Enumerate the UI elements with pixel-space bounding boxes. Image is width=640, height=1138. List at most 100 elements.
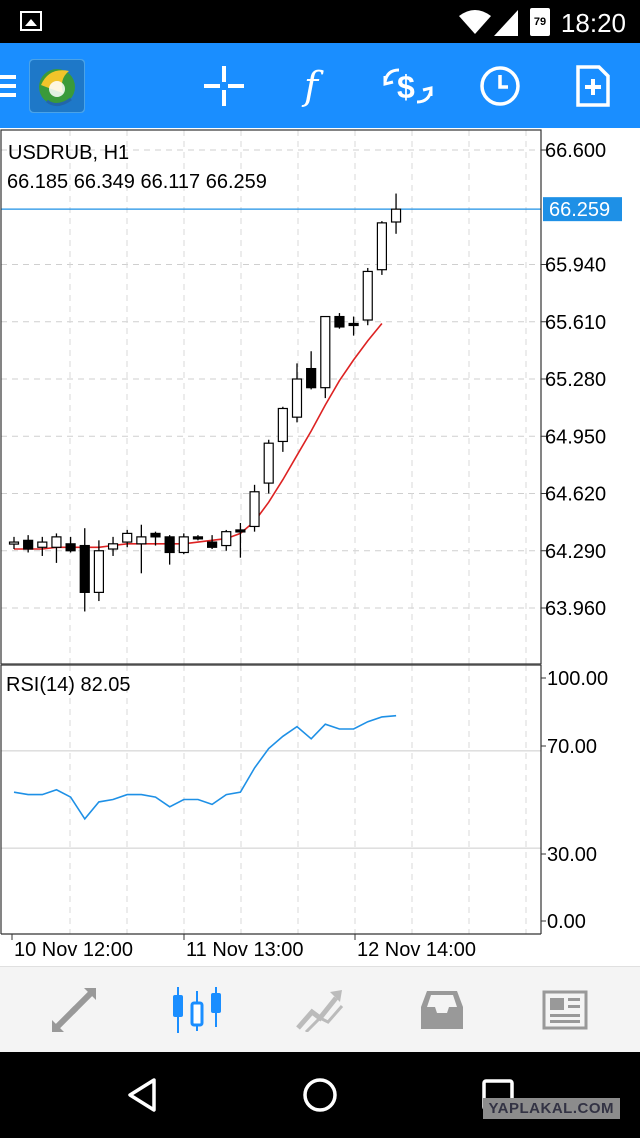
news-tab[interactable]: [525, 967, 605, 1053]
metatrader-logo-icon: [29, 58, 85, 113]
svg-text:f: f: [301, 65, 324, 107]
add-document-icon: [576, 64, 610, 107]
candle: [376, 221, 387, 275]
candle: [249, 484, 260, 532]
candle-body: [235, 529, 246, 533]
quotes-tab[interactable]: [35, 967, 115, 1053]
price-tick-label: 66.600: [545, 140, 606, 162]
candle-body: [249, 491, 260, 528]
indicators-button[interactable]: f: [281, 43, 351, 128]
candle-body: [207, 541, 218, 548]
history-tab[interactable]: [402, 967, 482, 1053]
candle-body: [178, 536, 189, 554]
candle-body: [362, 270, 373, 321]
back-button[interactable]: [97, 1052, 187, 1138]
home-button[interactable]: [275, 1052, 365, 1138]
new-order-button[interactable]: [558, 43, 628, 128]
chart-tab[interactable]: [157, 967, 237, 1053]
rsi-tick-label: 0.00: [547, 911, 586, 933]
battery-icon: 79: [530, 8, 550, 36]
candle-body: [334, 315, 345, 328]
function-f-icon: f: [301, 65, 324, 107]
candle: [263, 439, 274, 494]
candle: [348, 316, 359, 336]
inbox-tray-icon: [421, 991, 463, 1029]
candle-body: [107, 543, 119, 550]
price-tick-label: 63.960: [545, 598, 606, 620]
candle-body: [277, 407, 288, 443]
current-price-label: 66.259: [549, 199, 610, 221]
crosshair-button[interactable]: [189, 43, 259, 128]
chart-canvas[interactable]: USDRUB, H1 66.185 66.349 66.117 66.259 RSI…: [0, 128, 640, 966]
candle: [23, 535, 34, 553]
recents-button[interactable]: [453, 1052, 543, 1138]
candle-body: [8, 541, 20, 545]
candle-body: [192, 536, 204, 540]
chart-area[interactable]: USDRUB, H1 66.185 66.349 66.117 66.259 RSI…: [0, 128, 640, 966]
candle: [277, 406, 288, 452]
candle: [362, 267, 373, 326]
newspaper-icon: [542, 990, 588, 1030]
quotes-arrows-icon: [52, 988, 96, 1032]
rsi-tick-label: 70.00: [547, 736, 597, 758]
candle: [306, 351, 317, 390]
candle: [320, 315, 331, 399]
candle-body: [306, 367, 317, 389]
candle: [8, 536, 20, 550]
toolbar: f $: [0, 43, 640, 128]
status-bar: 79 18:20: [0, 0, 640, 43]
dollar-exchange-icon: $: [383, 68, 433, 105]
candle: [136, 524, 147, 574]
trade-button[interactable]: $: [373, 43, 443, 128]
price-tick-label: 64.950: [545, 426, 606, 448]
candle: [207, 535, 218, 550]
candle: [79, 528, 90, 612]
hamburger-menu-icon: [0, 74, 16, 97]
candle: [390, 193, 402, 234]
price-panel-frame: [0, 129, 542, 665]
symbol-timeframe-label: USDRUB, H1: [8, 142, 129, 164]
clock-icon: [480, 65, 520, 106]
rsi-tick-label: 100.00: [547, 668, 608, 690]
candle: [150, 531, 161, 546]
candle-body: [136, 536, 147, 545]
trade-tab[interactable]: [280, 967, 360, 1053]
trend-line-icon: [296, 990, 344, 1032]
home-circle-icon: [303, 1078, 337, 1112]
candle-body: [348, 322, 359, 327]
crosshair-icon: [204, 65, 244, 106]
candle: [178, 533, 189, 555]
candle-body: [93, 550, 105, 593]
candle: [235, 522, 246, 558]
candle-body: [65, 543, 76, 552]
candlestick-chart-icon: [173, 987, 221, 1033]
candle: [93, 540, 105, 602]
image-notification-icon: [20, 11, 42, 31]
candle: [221, 529, 232, 551]
signal-icon: [494, 10, 518, 36]
price-tick-label: 64.620: [545, 484, 606, 506]
watermark-logo: YAPLAKAL.COM: [482, 1098, 620, 1119]
candle-body: [51, 536, 62, 548]
candle-body: [150, 532, 161, 538]
candle-body: [122, 532, 133, 543]
current-price-badge: [543, 197, 622, 222]
back-triangle-icon: [128, 1078, 156, 1112]
candle: [192, 535, 204, 541]
candle: [51, 533, 62, 563]
app-logo[interactable]: [22, 43, 92, 128]
candle: [65, 536, 76, 553]
candle: [334, 313, 345, 329]
menu-button[interactable]: [0, 43, 26, 128]
candle-body: [263, 442, 274, 484]
rsi-indicator-label: RSI(14) 82.05: [6, 674, 131, 696]
price-tick-label: 65.940: [545, 255, 606, 277]
candle: [37, 536, 48, 556]
time-axis-label: 10 Nov 12:00: [14, 939, 133, 961]
bottom-navigation: [0, 966, 640, 1052]
history-button[interactable]: [465, 43, 535, 128]
candle: [122, 529, 133, 548]
candle-body: [79, 544, 90, 593]
candle-body: [221, 531, 232, 547]
ohlc-values-label: 66.185 66.349 66.117 66.259: [7, 171, 267, 193]
